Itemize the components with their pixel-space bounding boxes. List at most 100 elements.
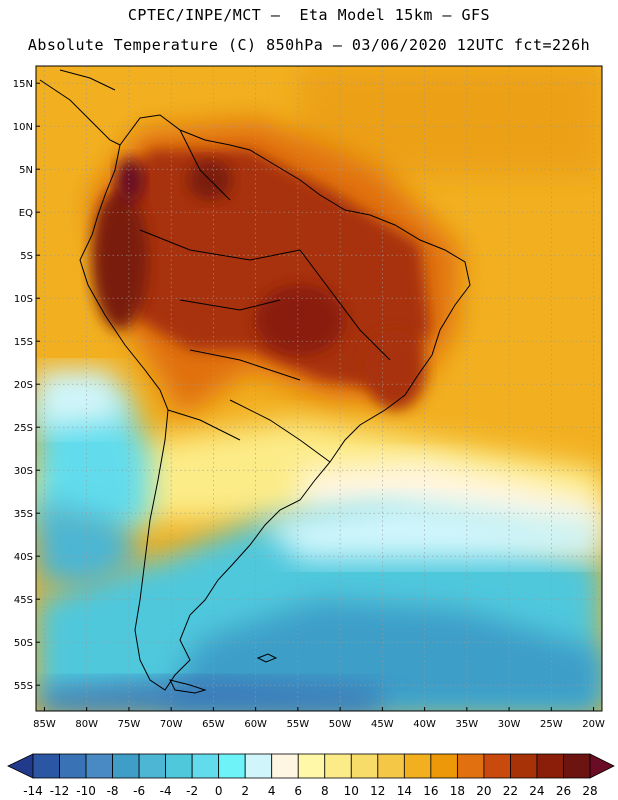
lon-tick-label: 85W	[33, 719, 56, 730]
colorbar-bin	[456, 753, 485, 779]
colorbar-bin	[165, 753, 193, 779]
lon-tick-label: 60W	[244, 719, 267, 730]
tierra-del-fuego	[169, 679, 207, 694]
lon-tick-label: 40W	[413, 719, 436, 730]
colorbar-bin	[430, 753, 458, 779]
colorbar-bin	[138, 753, 167, 779]
lon-tick-label: 80W	[75, 719, 98, 730]
colorbar-bin	[350, 753, 379, 779]
lon-tick-label: 50W	[329, 719, 352, 730]
title-line-2: Absolute Temperature (C) 850hPa – 03/06/…	[27, 36, 591, 54]
colorbar-labels: -14 -12 -10 -8 -6 -4 -2 0 2 4 6 8 10 12 14 16 18 20 22 24 26…	[23, 784, 597, 798]
field-coldest-south	[40, 680, 380, 711]
colorbar-label: 22	[503, 784, 518, 798]
colorbar-bin	[324, 753, 352, 779]
colorbar-bin	[403, 753, 432, 779]
colorbar-label: 28	[582, 784, 597, 798]
colorbar-label: -6	[133, 784, 145, 798]
colorbar-bin	[377, 753, 405, 779]
lat-tick-label: 10N	[13, 122, 33, 133]
colorbar-bin	[244, 753, 273, 779]
lon-tick-label: 70W	[160, 719, 183, 730]
lon-tick-label: 35W	[456, 719, 479, 730]
lat-tick-label: 55S	[14, 681, 33, 692]
lon-tick-label: 20W	[582, 719, 605, 730]
colorbar-bin	[297, 753, 326, 779]
colorbar-label: -14	[23, 784, 43, 798]
field-very-hot-west	[92, 190, 148, 330]
lat-tick-label: 5S	[20, 251, 33, 262]
field-atlantic-cool	[260, 500, 602, 560]
colorbar-bin	[218, 753, 246, 779]
lat-tick-label: 30S	[14, 466, 33, 477]
lat-tick-label: EQ	[19, 208, 33, 219]
field-extreme-patch	[116, 158, 144, 202]
lon-tick-label: 65W	[202, 719, 225, 730]
colorbar-label: 14	[397, 784, 412, 798]
colorbar-bin	[191, 753, 220, 779]
lat-tick-label: 40S	[14, 552, 33, 563]
colorbar-label: 16	[423, 784, 438, 798]
colorbar-label: 6	[294, 784, 302, 798]
colorbar-bin	[85, 753, 113, 779]
field-colder-south	[160, 600, 602, 711]
longitude-ticks: 85W 80W 75W 70W 65W 60W 55W 50W 45W 40W 35W 30W 25W 2…	[33, 707, 605, 730]
falkland-islands	[256, 653, 278, 663]
south-america-coastline	[79, 114, 471, 691]
latitude-ticks: 15N 10N 5N EQ 5S 10S 15S 20S 25S 30S 35S 40S 45S 50S 5…	[13, 79, 40, 692]
lat-tick-label: 15N	[13, 79, 33, 90]
colorbar-bin	[271, 753, 299, 779]
colorbar-label: 8	[321, 784, 329, 798]
colorbar-max-arrow	[589, 753, 615, 779]
colorbar-bin	[32, 753, 60, 779]
colorbar-label: 24	[529, 784, 544, 798]
lon-tick-label: 55W	[287, 719, 310, 730]
temperature-field	[36, 66, 602, 711]
colorbar-bin	[59, 753, 87, 779]
colorbar-label: 20	[476, 784, 491, 798]
field-very-hot-center	[255, 285, 345, 355]
colorbar-label: -10	[76, 784, 96, 798]
lat-tick-label: 25S	[14, 423, 33, 434]
lat-tick-label: 50S	[14, 638, 33, 649]
colorbar-min-arrow	[7, 753, 34, 779]
colorbar-label: 18	[450, 784, 465, 798]
lat-tick-label: 20S	[14, 380, 33, 391]
lat-tick-label: 5N	[19, 165, 33, 176]
country-borders	[139, 129, 391, 463]
colorbar-bin	[536, 753, 564, 779]
lon-tick-label: 45W	[371, 719, 394, 730]
central-america-coastline	[39, 79, 121, 146]
field-hot-core	[105, 150, 430, 390]
coastlines	[39, 69, 471, 694]
colorbar-label: 26	[556, 784, 571, 798]
lat-tick-label: 15S	[14, 337, 33, 348]
title-line-1: CPTEC/INPE/MCT – Eta Model 15km – GFS	[127, 6, 491, 24]
colorbar-label: 0	[215, 784, 223, 798]
colorbar-label: 2	[241, 784, 249, 798]
lat-tick-label: 10S	[14, 294, 33, 305]
field-pacific-cool	[36, 370, 130, 430]
lon-tick-label: 75W	[118, 719, 141, 730]
colorbar-label: -8	[107, 784, 119, 798]
colorbar-label: -12	[50, 784, 70, 798]
colorbar-label: -2	[186, 784, 198, 798]
field-pacific-colder	[36, 500, 140, 590]
colorbar-label: 4	[268, 784, 276, 798]
colorbar-bin	[112, 753, 140, 779]
colorbar-bin	[483, 753, 511, 779]
colorbar-label: -4	[160, 784, 172, 798]
lat-tick-label: 45S	[14, 595, 33, 606]
colorbar-bin	[563, 753, 591, 779]
field-east-warm	[365, 330, 425, 410]
colorbar-bin	[510, 753, 538, 779]
lon-tick-label: 25W	[540, 719, 563, 730]
lon-tick-label: 30W	[498, 719, 521, 730]
colorbar-label: 10	[344, 784, 359, 798]
caribbean-coastline	[59, 69, 116, 91]
lat-tick-label: 35S	[14, 509, 33, 520]
colorbar-label: 12	[370, 784, 385, 798]
map-frame	[35, 65, 603, 712]
colorbar	[7, 753, 615, 779]
